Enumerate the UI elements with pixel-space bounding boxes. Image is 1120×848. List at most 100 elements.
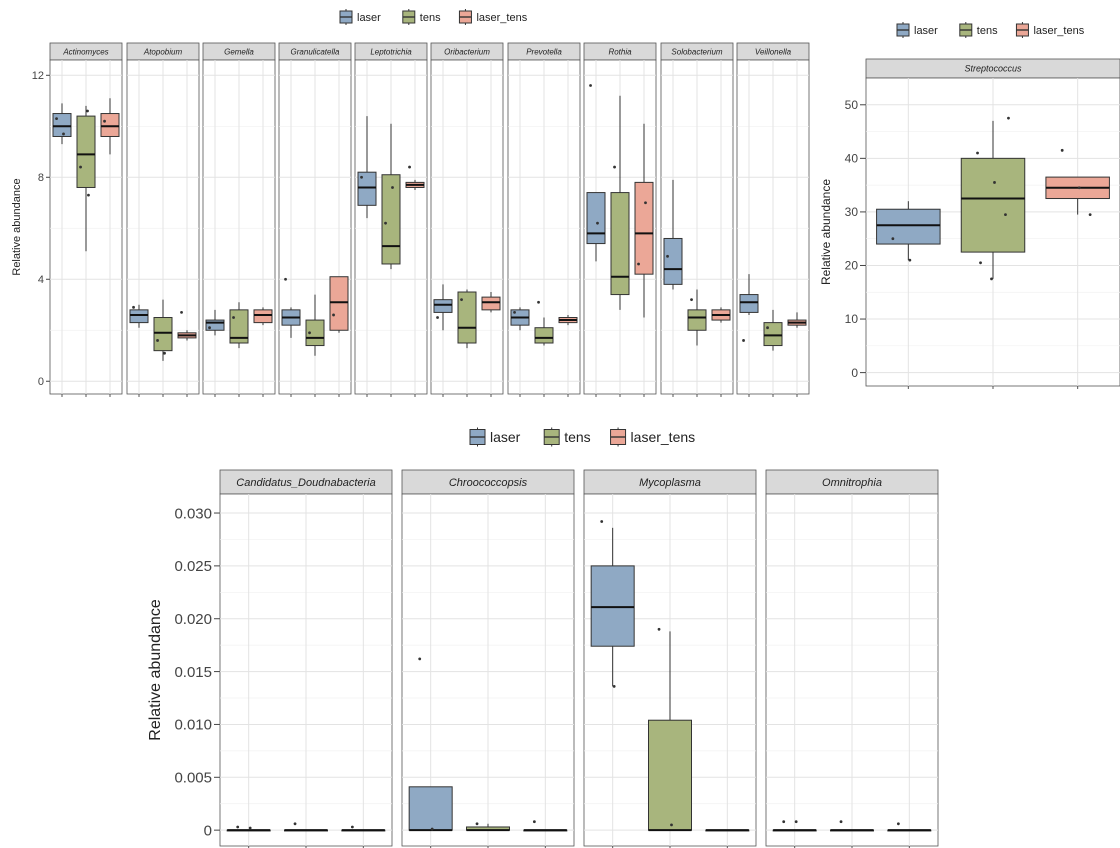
box-tens bbox=[830, 820, 874, 832]
box-laser-tens bbox=[634, 123, 654, 318]
box-laser-tens bbox=[887, 822, 932, 832]
legend-label-laser-tens: laser_tens bbox=[476, 12, 527, 24]
data-point bbox=[891, 237, 895, 241]
data-point bbox=[430, 827, 434, 831]
legend-item-laser-tens: laser_tens bbox=[458, 9, 528, 25]
box-iqr bbox=[381, 174, 401, 265]
box-iqr bbox=[153, 317, 173, 352]
facet-strip-label: Mycoplasma bbox=[639, 477, 701, 489]
box-laser bbox=[205, 309, 225, 336]
facet-strip-label: Actinomyces bbox=[62, 47, 108, 56]
box-laser-tens bbox=[100, 98, 120, 155]
facet-strip-label: Prevotella bbox=[526, 47, 562, 56]
data-point bbox=[537, 300, 540, 304]
box-laser-tens bbox=[711, 307, 731, 323]
data-point bbox=[391, 186, 394, 189]
facet-strip-label: Rothia bbox=[608, 47, 632, 56]
box-iqr bbox=[481, 296, 501, 311]
box-tens bbox=[648, 627, 692, 832]
box-laser bbox=[876, 201, 941, 262]
box-laser bbox=[281, 277, 301, 338]
box-iqr bbox=[100, 113, 120, 137]
data-point bbox=[248, 826, 252, 830]
data-point bbox=[644, 201, 647, 205]
box-laser-tens bbox=[329, 276, 349, 333]
data-point bbox=[350, 825, 354, 829]
box-laser bbox=[357, 116, 377, 219]
y-tick-label: 20 bbox=[845, 259, 859, 273]
box-laser bbox=[510, 307, 530, 331]
data-point bbox=[766, 326, 769, 330]
legend-label-laser-tens: laser_tens bbox=[1033, 25, 1084, 37]
data-point bbox=[690, 298, 693, 302]
box-iqr bbox=[960, 157, 1026, 253]
data-point bbox=[475, 822, 479, 826]
data-point bbox=[993, 181, 996, 184]
box-iqr bbox=[687, 309, 707, 331]
legend-item-laser: laser bbox=[896, 22, 938, 38]
box-tens bbox=[284, 822, 328, 832]
box-laser bbox=[739, 274, 759, 342]
legend-item-laser-tens: laser_tens bbox=[1015, 22, 1085, 38]
box-iqr bbox=[586, 192, 606, 245]
legend-item-laser: laser bbox=[469, 427, 521, 447]
box-iqr bbox=[205, 319, 225, 331]
box-laser-tens bbox=[558, 314, 578, 326]
box-laser bbox=[590, 520, 635, 688]
data-point bbox=[600, 520, 604, 523]
y-tick-label: 30 bbox=[845, 205, 859, 219]
data-point bbox=[1007, 116, 1010, 120]
data-point bbox=[990, 277, 993, 281]
facet-strip bbox=[583, 469, 757, 495]
box-laser-tens bbox=[705, 829, 750, 832]
data-point bbox=[436, 316, 439, 319]
y-axis-title: Relative abundance bbox=[819, 179, 833, 285]
box-laser bbox=[433, 284, 453, 331]
data-point bbox=[55, 117, 58, 121]
data-point bbox=[62, 132, 65, 136]
data-point bbox=[156, 339, 159, 342]
box-iqr bbox=[648, 719, 692, 831]
box-iqr bbox=[663, 237, 683, 285]
data-point bbox=[87, 193, 90, 197]
box-tens bbox=[229, 302, 249, 349]
facet-strip-label: Veillonella bbox=[755, 47, 792, 56]
box-laser-tens bbox=[253, 307, 273, 326]
data-point bbox=[666, 254, 669, 258]
data-point bbox=[332, 313, 335, 317]
data-point bbox=[532, 820, 536, 824]
box-laser bbox=[129, 304, 149, 328]
y-tick-label: 0.010 bbox=[174, 717, 212, 734]
facet-strip-label: Omnitrophia bbox=[822, 477, 882, 489]
box-iqr bbox=[129, 309, 149, 324]
box-iqr bbox=[534, 327, 554, 344]
data-point bbox=[1060, 148, 1064, 152]
y-tick-label: 0.030 bbox=[174, 505, 212, 522]
box-iqr bbox=[408, 786, 453, 831]
box-tens bbox=[687, 289, 707, 346]
data-point bbox=[670, 823, 673, 827]
data-point bbox=[460, 298, 463, 302]
data-point bbox=[163, 351, 166, 355]
data-point bbox=[79, 165, 82, 169]
data-point bbox=[1077, 186, 1081, 190]
data-point bbox=[742, 339, 745, 342]
box-laser-tens bbox=[1045, 148, 1110, 216]
data-point bbox=[418, 657, 422, 661]
data-point bbox=[180, 311, 183, 314]
legend-item-laser-tens: laser_tens bbox=[610, 427, 695, 447]
legend-item-tens: tens bbox=[959, 22, 998, 38]
data-point bbox=[1088, 213, 1092, 216]
y-tick-label: 0.015 bbox=[174, 664, 212, 681]
legend-label-laser: laser bbox=[914, 25, 938, 37]
data-point bbox=[513, 311, 516, 314]
facet-strip-label: Oribacterium bbox=[444, 47, 490, 56]
y-tick-label: 0 bbox=[38, 376, 44, 388]
box-laser bbox=[772, 820, 817, 832]
box-laser-tens bbox=[787, 312, 807, 328]
facet-strip-label: Streptococcus bbox=[964, 64, 1022, 74]
box-iqr bbox=[739, 294, 759, 313]
data-point bbox=[360, 175, 363, 179]
